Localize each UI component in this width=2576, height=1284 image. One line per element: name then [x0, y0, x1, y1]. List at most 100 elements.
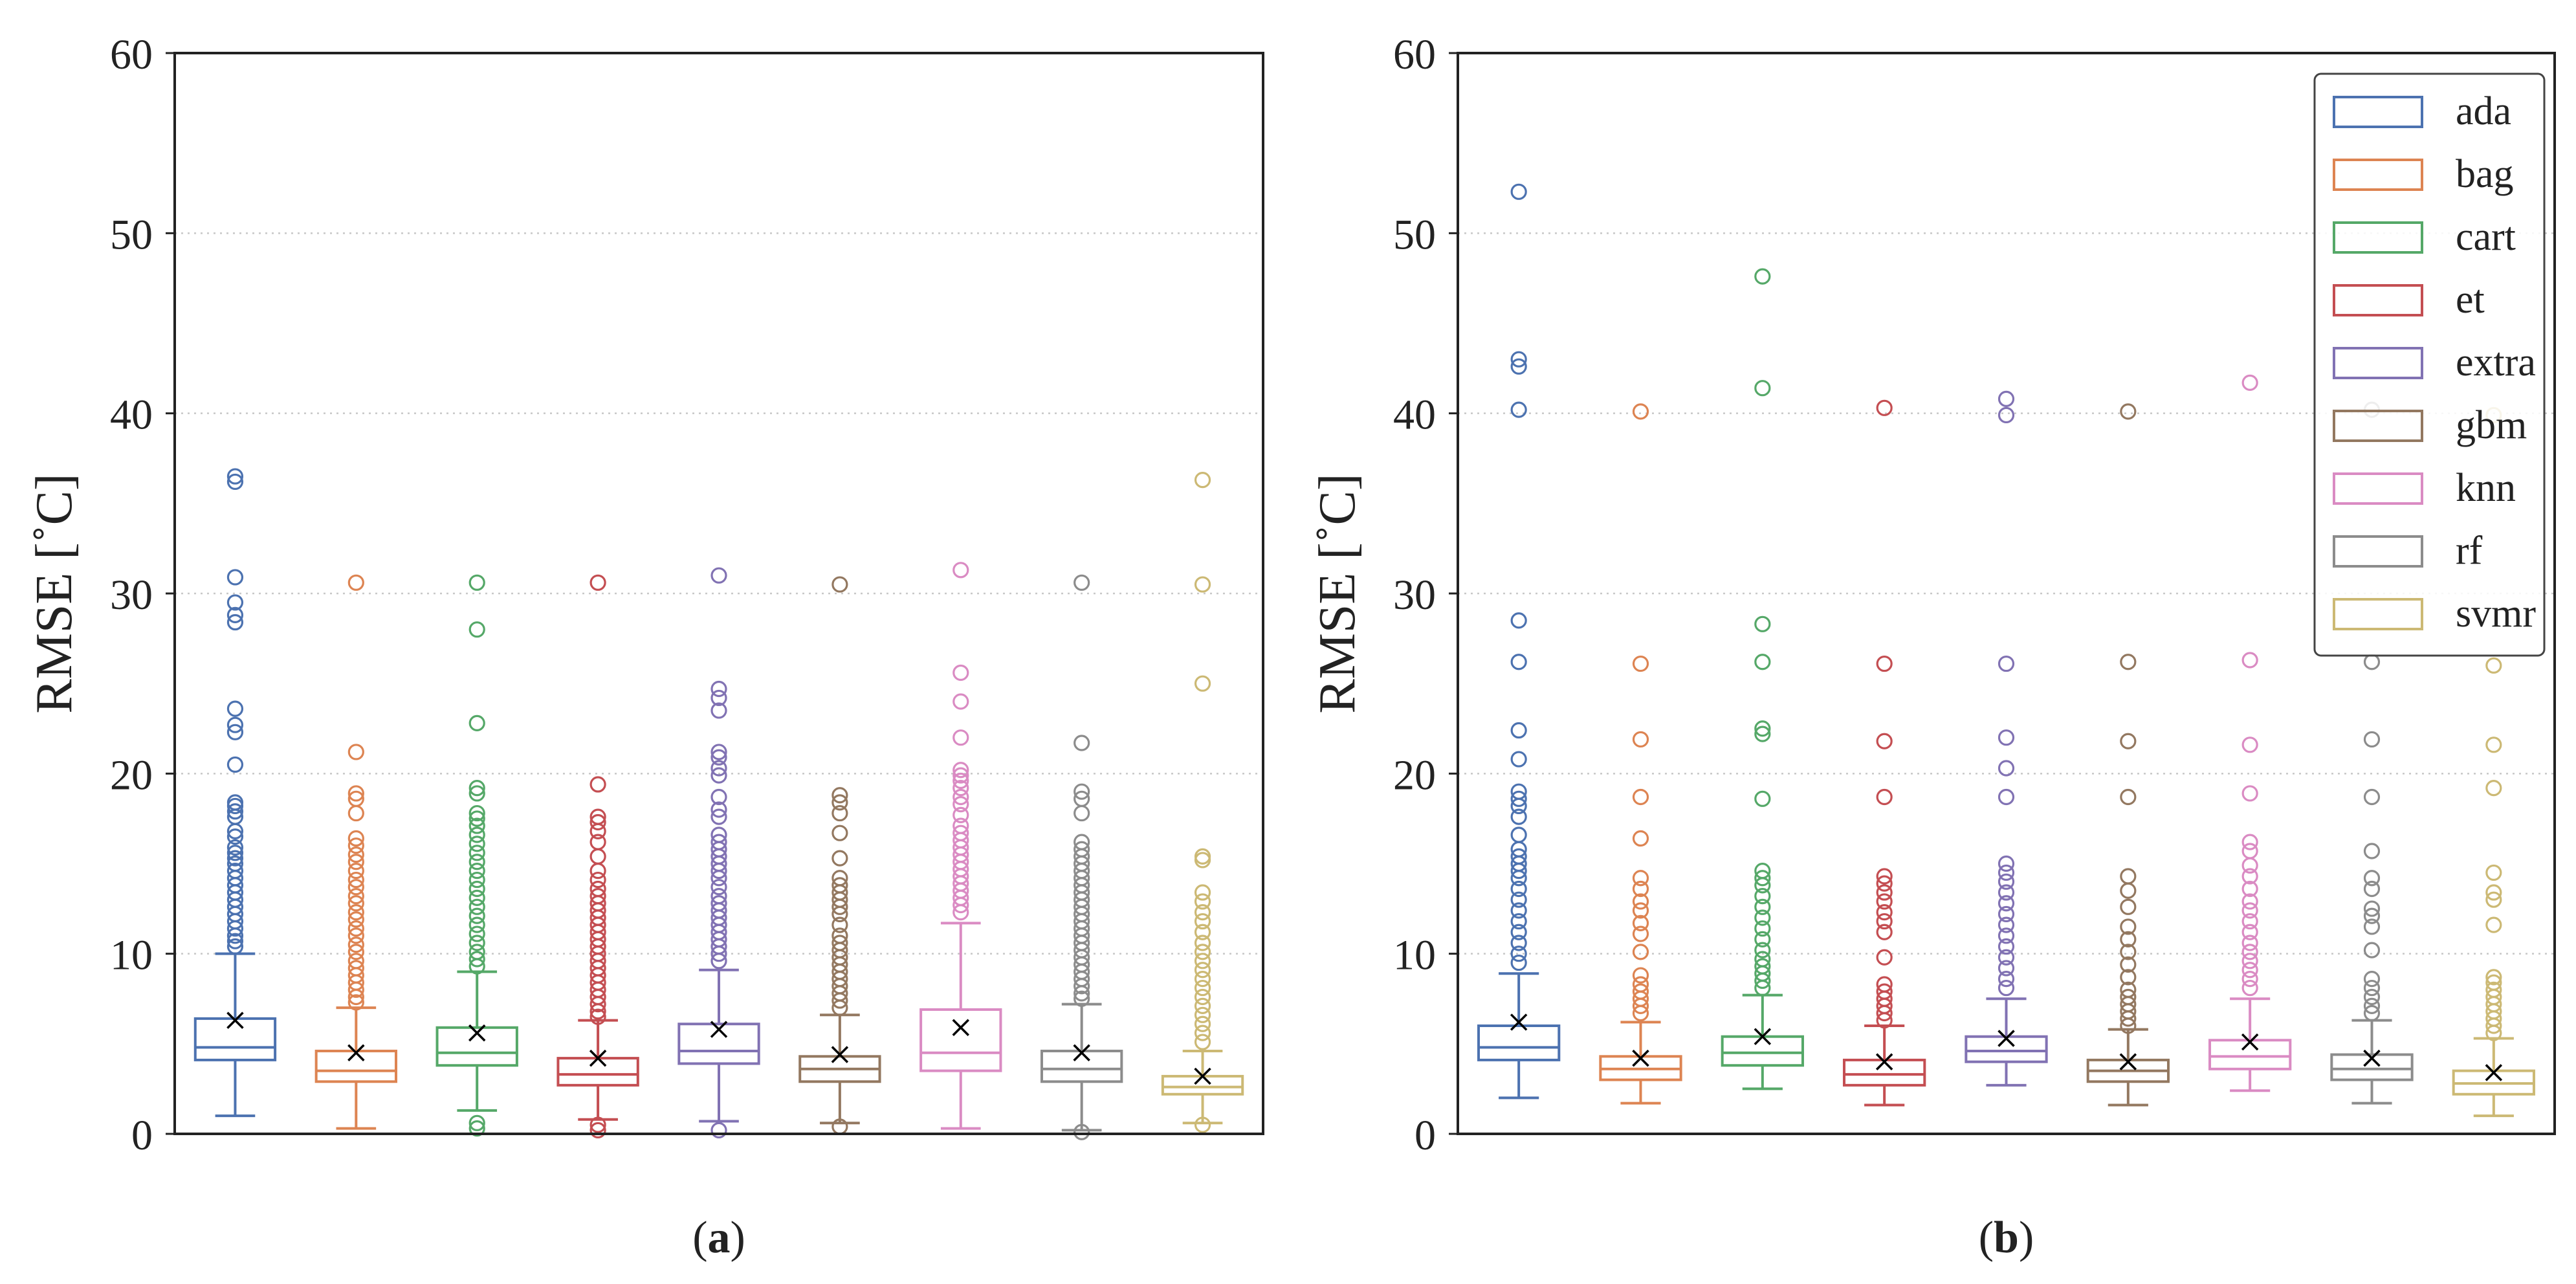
box-bag	[1599, 403, 1682, 1105]
mean-marker	[1194, 1067, 1211, 1085]
outlier-point	[2120, 918, 2137, 935]
outlier-point	[2363, 918, 2381, 935]
outlier-point	[2241, 962, 2258, 979]
outlier-point	[2241, 785, 2258, 802]
legend-swatch	[2333, 472, 2423, 505]
outlier-point	[1073, 985, 1090, 1002]
outlier-point	[710, 1122, 727, 1139]
box-ada	[193, 468, 277, 1118]
outlier-point	[1998, 655, 2015, 672]
mean-marker-stroke	[468, 1024, 486, 1042]
mean-marker-stroke	[2241, 1033, 2259, 1051]
outlier-point	[2363, 942, 2381, 958]
outlier-point	[1754, 887, 1771, 905]
outlier-point	[1194, 997, 1211, 1014]
legend-item-cart: cart	[2333, 215, 2516, 259]
outlier-point	[710, 680, 727, 698]
box-extra	[677, 567, 760, 1139]
outlier-point	[1998, 406, 2015, 424]
outlier-point	[226, 756, 244, 773]
legend-frame	[2313, 72, 2546, 657]
y-tick-label: 0	[1415, 1112, 1436, 1159]
outlier-point	[1876, 904, 1893, 921]
legend-swatch	[2333, 96, 2423, 128]
outlier-point	[347, 887, 364, 905]
outlier-point	[1632, 1004, 1649, 1022]
outlier-point	[831, 576, 848, 593]
outlier-point	[2363, 997, 2381, 1014]
outlier-point	[226, 933, 244, 949]
outlier-point	[952, 788, 969, 806]
box-svmr	[2452, 406, 2535, 1118]
outlier-point	[1510, 826, 1527, 843]
outlier-point	[2363, 979, 2381, 997]
outlier-point	[1510, 891, 1527, 908]
outlier-point	[347, 854, 364, 870]
y-tick-label: 0	[131, 1112, 153, 1159]
box-bag	[314, 574, 398, 1130]
outlier-point	[710, 879, 727, 896]
outlier-point	[952, 772, 969, 790]
outlier-point	[1194, 1024, 1211, 1041]
box-iqr	[919, 1008, 1002, 1072]
mean-marker-stroke	[1632, 1049, 1649, 1067]
outlier-point	[347, 863, 364, 880]
outlier-point	[831, 905, 848, 923]
outlier-point	[1632, 967, 1649, 984]
mean-marker	[589, 1049, 607, 1067]
outlier-point	[1998, 760, 2015, 777]
outlier-point	[952, 729, 969, 746]
mean-marker-stroke	[1194, 1067, 1211, 1085]
outlier-point	[1510, 954, 1527, 971]
outlier-point	[831, 794, 848, 811]
outlier-point	[952, 562, 969, 579]
outlier-point	[710, 953, 727, 969]
mean-marker	[347, 1044, 365, 1061]
legend-label: et	[2456, 278, 2485, 322]
outlier-point	[1876, 875, 1893, 892]
outlier-point	[2485, 884, 2502, 901]
outlier-point	[589, 871, 606, 889]
outlier-point	[589, 776, 606, 793]
outlier-point	[2485, 1017, 2502, 1034]
outlier-point	[710, 749, 727, 766]
mean-marker-stroke	[1998, 1030, 2015, 1047]
legend: ada bag cart et extra gbm knn rf svmr	[2313, 72, 2546, 657]
outlier-point	[710, 702, 727, 719]
outlier-point	[589, 1003, 606, 1020]
box-iqr	[677, 1023, 760, 1065]
outlier-point	[226, 828, 244, 845]
mean-marker-stroke	[347, 1044, 365, 1061]
outlier-point	[468, 880, 485, 898]
outlier-point	[2485, 916, 2502, 933]
outlier-point	[1194, 472, 1211, 489]
outlier-point	[1194, 1006, 1211, 1023]
panel-label: (a)	[692, 1213, 745, 1263]
box-cart	[435, 574, 518, 1137]
outlier-point	[589, 1008, 606, 1025]
legend-label: rf	[2456, 529, 2483, 573]
mean-marker	[1754, 1028, 1772, 1045]
outlier-point	[1194, 1034, 1211, 1050]
outlier-point	[1876, 893, 1893, 910]
outlier-point	[468, 935, 485, 951]
outlier-point	[2241, 979, 2258, 997]
outlier-point	[710, 760, 727, 777]
outlier-point	[2241, 944, 2258, 960]
outlier-point	[2120, 1010, 2137, 1027]
outlier-point	[226, 606, 244, 624]
legend-label: cart	[2456, 215, 2516, 259]
outlier-point	[468, 817, 485, 834]
outlier-point	[468, 1120, 485, 1137]
outlier-point	[226, 716, 244, 733]
outlier-point	[1754, 942, 1771, 958]
outlier-point	[1632, 788, 1649, 806]
outlier-point	[1998, 390, 2015, 408]
legend-item-gbm: gbm	[2333, 403, 2527, 447]
outlier-point	[1510, 401, 1527, 418]
mean-marker-stroke	[2485, 1064, 2503, 1081]
outlier-point	[1510, 924, 1527, 940]
outlier-point	[347, 944, 364, 960]
outlier-point	[347, 804, 364, 822]
